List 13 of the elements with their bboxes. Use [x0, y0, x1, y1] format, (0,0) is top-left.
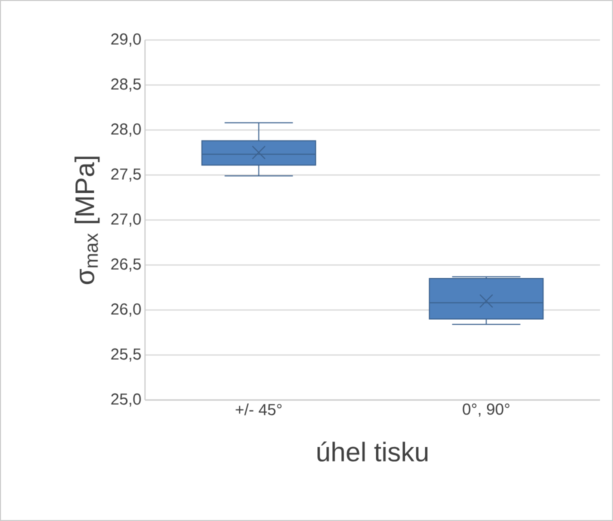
x-axis-title: úhel tisku — [318, 441, 428, 462]
y-tick-label: 28,0 — [111, 123, 141, 137]
y-tick-label: 27,5 — [111, 168, 141, 182]
y-tick-label: 26,5 — [111, 258, 141, 272]
y-tick-label: 26,0 — [111, 303, 141, 317]
y-tick-label: 28,5 — [111, 78, 141, 92]
y-tick-label: 27,0 — [111, 213, 141, 227]
y-tick-label: 25,5 — [111, 348, 141, 362]
y-axis-title: σ$_{max}$ [MPa] — [74, 156, 100, 284]
y-tick-label: 25,0 — [111, 393, 141, 407]
x-tick-label: 0°, 90° — [462, 404, 510, 417]
x-tick-label: +/- 45° — [236, 404, 282, 416]
y-tick-label: 29,0 — [111, 33, 141, 47]
